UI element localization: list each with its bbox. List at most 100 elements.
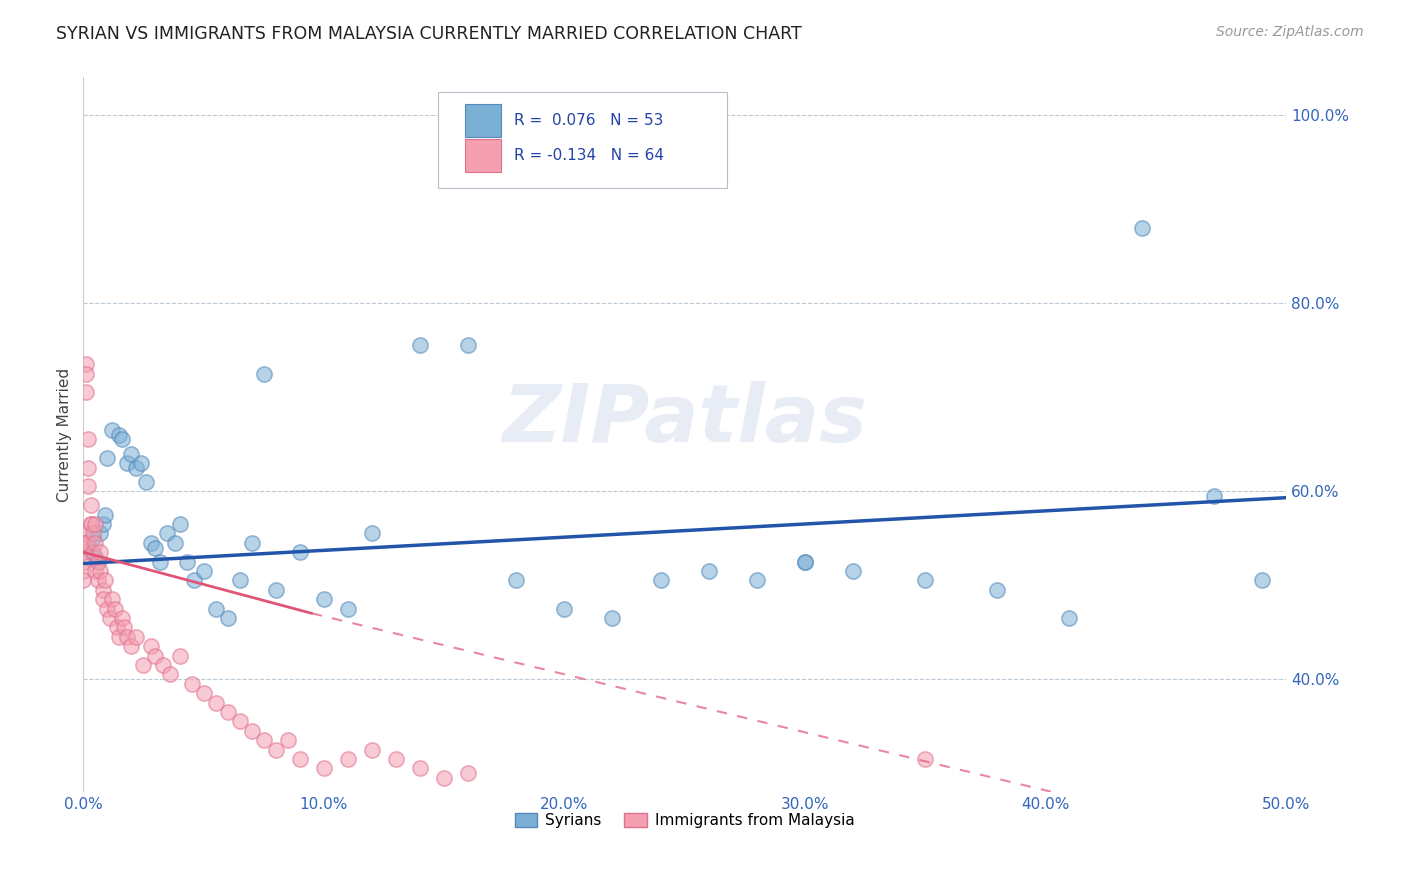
Point [72, 564, 94, 578]
Point [91, 516, 114, 531]
Point [139, 639, 162, 653]
Point [1251, 574, 1274, 588]
Point [145, 541, 167, 555]
Point [120, 446, 142, 460]
Point [204, 601, 226, 615]
Point [336, 752, 359, 766]
Point [89, 526, 111, 541]
Point [72, 536, 94, 550]
Y-axis label: Currently Married: Currently Married [58, 368, 72, 502]
Point [457, 766, 479, 780]
Point [264, 742, 287, 756]
Point [75, 385, 97, 400]
Legend: Syrians, Immigrants from Malaysia: Syrians, Immigrants from Malaysia [509, 807, 860, 834]
Point [169, 516, 191, 531]
Point [361, 742, 384, 756]
Point [135, 475, 157, 489]
Point [288, 752, 311, 766]
Point [96, 451, 118, 466]
Point [361, 526, 384, 541]
Point [72, 555, 94, 569]
Point [108, 630, 131, 644]
Point [163, 536, 186, 550]
Point [176, 555, 198, 569]
Point [82, 531, 104, 545]
Point [87, 555, 110, 569]
Point [89, 545, 111, 559]
Point [94, 574, 117, 588]
Point [111, 433, 134, 447]
Point [409, 761, 432, 775]
Point [793, 555, 815, 569]
Point [72, 545, 94, 559]
Point [79, 516, 101, 531]
Point [129, 456, 152, 470]
Text: Source: ZipAtlas.com: Source: ZipAtlas.com [1216, 25, 1364, 39]
Point [111, 611, 134, 625]
Point [385, 752, 408, 766]
Point [793, 555, 815, 569]
Point [505, 574, 527, 588]
FancyBboxPatch shape [439, 92, 727, 188]
Point [602, 611, 624, 625]
Point [84, 549, 107, 564]
Point [228, 714, 250, 729]
Point [79, 516, 101, 531]
Point [87, 555, 110, 569]
Point [312, 761, 335, 775]
Point [697, 564, 720, 578]
Point [1130, 220, 1153, 235]
Point [204, 696, 226, 710]
Text: SYRIAN VS IMMIGRANTS FROM MALAYSIA CURRENTLY MARRIED CORRELATION CHART: SYRIAN VS IMMIGRANTS FROM MALAYSIA CURRE… [56, 25, 801, 43]
Point [112, 620, 135, 634]
Point [115, 456, 138, 470]
Point [108, 427, 131, 442]
Point [84, 564, 107, 578]
Text: R =  0.076   N = 53: R = 0.076 N = 53 [513, 113, 664, 128]
Point [115, 630, 138, 644]
Point [77, 536, 100, 550]
Point [125, 460, 148, 475]
Point [312, 592, 335, 607]
FancyBboxPatch shape [464, 139, 501, 172]
Point [145, 648, 167, 663]
Point [914, 574, 936, 588]
Point [409, 338, 432, 352]
Point [180, 677, 202, 691]
Point [91, 582, 114, 597]
Point [169, 648, 191, 663]
Point [125, 630, 148, 644]
Point [77, 433, 100, 447]
Point [79, 545, 101, 559]
Point [240, 723, 263, 738]
Point [217, 611, 239, 625]
Point [1059, 611, 1081, 625]
Point [72, 536, 94, 550]
Point [193, 686, 215, 700]
Point [745, 574, 768, 588]
Point [986, 582, 1008, 597]
Point [277, 733, 299, 747]
Point [253, 733, 276, 747]
Point [288, 545, 311, 559]
Point [105, 620, 128, 634]
Point [1202, 489, 1225, 503]
Point [89, 564, 111, 578]
Point [120, 639, 142, 653]
Point [433, 771, 456, 785]
Point [101, 423, 124, 437]
Point [650, 574, 672, 588]
Point [77, 460, 100, 475]
Point [84, 516, 107, 531]
Point [193, 564, 215, 578]
Point [264, 582, 287, 597]
Point [156, 526, 179, 541]
Point [84, 536, 107, 550]
Point [103, 601, 125, 615]
Point [75, 367, 97, 381]
Point [82, 526, 104, 541]
Point [94, 508, 117, 522]
Point [82, 545, 104, 559]
Text: ZIPatlas: ZIPatlas [502, 382, 868, 459]
Point [87, 574, 110, 588]
